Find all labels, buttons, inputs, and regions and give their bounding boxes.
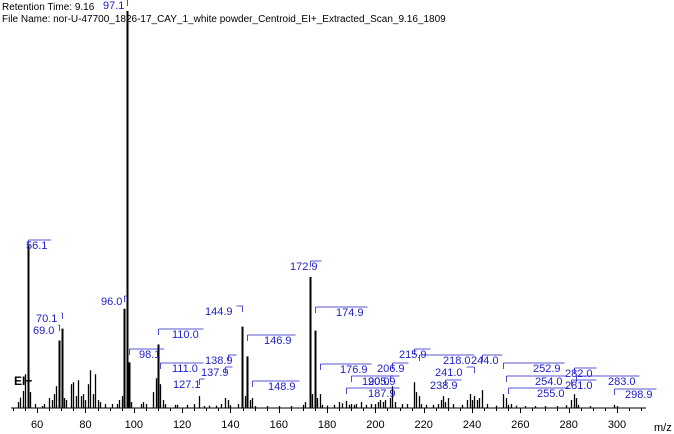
peak-labels: 56.169.070.196.097.198.1110.0111.0127.11…: [26, 0, 657, 401]
x-tick-label: 160: [270, 419, 288, 431]
peak-label-leader: [252, 380, 300, 387]
peak-label: 254.0: [535, 376, 563, 388]
x-tick-label: 300: [608, 419, 626, 431]
peak-label: 283.0: [608, 376, 636, 388]
peak-label: 97.1: [103, 0, 124, 12]
peak-label: 111.0: [172, 363, 198, 375]
x-tick-label: 100: [125, 419, 143, 431]
peak-label: 127.1: [173, 379, 201, 391]
peak-label-leader: [614, 388, 657, 395]
peak-label: 190.0: [362, 376, 390, 388]
x-tick-label: 180: [318, 419, 336, 431]
peak-label: 205.9: [368, 376, 396, 388]
peak-label: 110.0: [172, 329, 199, 341]
x-tick-label: 80: [79, 419, 91, 431]
peak-label-leader: [127, 0, 129, 6]
peak-label: 137.9: [201, 367, 229, 379]
peak-label: 238.9: [430, 380, 458, 392]
peak-label: 218.0: [443, 355, 471, 367]
peak-label-leader: [445, 379, 462, 386]
peak-label: 298.9: [625, 389, 653, 401]
peak-label: 98.1: [139, 349, 160, 361]
x-tick-label: 280: [560, 419, 578, 431]
peak-label-leader: [414, 348, 431, 355]
peak-label: 176.9: [340, 364, 368, 376]
peak-label: 172.9: [290, 261, 318, 273]
peak-label: 206.9: [377, 363, 405, 375]
peak-label-leader: [61, 312, 63, 319]
retention-time-label: Retention Time: 9.16: [2, 2, 95, 13]
x-tick-label: 240: [463, 419, 481, 431]
peak-label-leader: [124, 295, 127, 302]
x-tick-label: 140: [221, 419, 239, 431]
peak-label: 252.9: [533, 363, 561, 375]
peak-label-leader: [390, 375, 400, 382]
x-tick-label: 220: [415, 419, 433, 431]
x-tick-label: 120: [173, 419, 191, 431]
peak-label: 282.0: [565, 368, 593, 380]
x-tick-label: 60: [31, 419, 43, 431]
peak-label: 69.0: [33, 325, 54, 337]
peak-label-leader: [503, 362, 565, 369]
peak-label-leader: [482, 354, 503, 361]
x-axis-label: m/z: [654, 422, 672, 434]
peak-label-leader: [574, 367, 597, 374]
peak-label-leader: [160, 362, 204, 369]
peak-label-leader: [158, 328, 204, 335]
x-tick-label: 260: [511, 419, 529, 431]
peak-label-leader: [310, 260, 322, 267]
peak-label-leader: [351, 375, 394, 382]
peak-label: 244.0: [471, 355, 499, 367]
peak-label: 96.0: [101, 296, 122, 308]
peak-label-leader: [508, 387, 569, 394]
peak-label: 241.0: [435, 367, 463, 379]
peak-label-leader: [466, 366, 475, 373]
peak-label-leader: [346, 387, 400, 394]
peak-label-leader: [225, 366, 233, 373]
peak-label: 138.9: [205, 355, 233, 367]
peak-label: 281.0: [565, 380, 593, 392]
ion-mode-label: EI+: [14, 374, 32, 388]
x-tick-label: 200: [366, 419, 384, 431]
peak-label: 70.1: [36, 313, 57, 325]
peak-label-leader: [247, 334, 296, 341]
peak-label-leader: [576, 375, 640, 382]
peak-label-leader: [58, 324, 60, 331]
peak-bars: [17, 11, 619, 408]
peak-label-leader: [228, 354, 237, 361]
peak-label: 148.9: [268, 381, 296, 393]
peak-label: 146.9: [264, 335, 292, 347]
peak-label-leader: [506, 375, 567, 382]
peak-label: 174.9: [336, 307, 364, 319]
peak-label-leader: [236, 305, 243, 312]
peak-label-leader: [419, 354, 475, 361]
peak-label-leader: [28, 239, 52, 246]
peak-label-leader: [320, 363, 372, 370]
peak-label-leader: [199, 378, 205, 385]
peak-label-leader: [315, 306, 368, 313]
x-axis-ticks: 60 80 100 120 140 160 180 200 220 240 260 280 300: [13, 408, 642, 431]
peak-label-leader: [129, 348, 165, 355]
peak-label: 56.1: [26, 240, 47, 252]
peak-label-leader: [571, 379, 597, 386]
peak-label: 255.0: [537, 388, 565, 400]
peak-label: 144.9: [205, 306, 233, 318]
file-name-label: File Name: nor-U-47700_1826-17_CAY_1_whi…: [2, 14, 446, 25]
peak-label: 187.9: [368, 388, 396, 400]
peak-label-leader: [392, 362, 409, 369]
